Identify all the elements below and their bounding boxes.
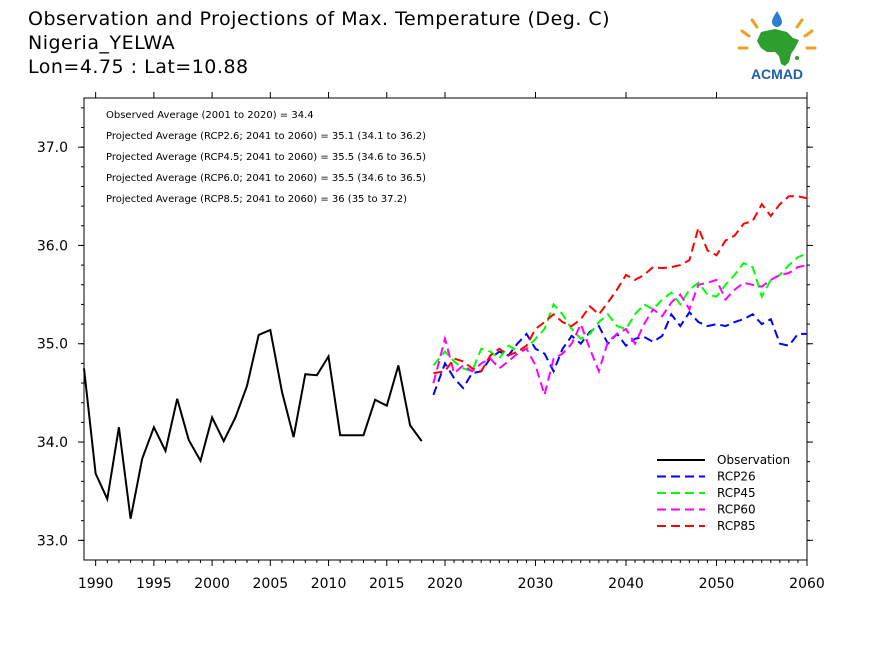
chart-annotation: Projected Average (RCP4.5; 2041 to 2060)… (106, 152, 426, 163)
legend-label: RCP26 (717, 470, 756, 484)
x-tick-label: 1995 (136, 576, 172, 592)
legend-label: RCP60 (717, 503, 756, 517)
logo-text: ACMAD (751, 66, 803, 82)
y-tick-label: 34.0 (37, 435, 68, 451)
y-tick-label: 36.0 (37, 238, 68, 254)
legend-label: RCP85 (717, 519, 756, 533)
x-tick-label: 2040 (608, 576, 644, 592)
series-line-rcp45 (432, 252, 808, 373)
chart-annotation: Projected Average (RCP2.6; 2041 to 2060)… (106, 131, 426, 142)
chart-annotations: Observed Average (2001 to 2020) = 34.4 Pr… (106, 110, 426, 205)
series-line-rcp85 (433, 195, 808, 375)
y-tick-label: 37.0 (37, 140, 68, 156)
series-line-observation (83, 328, 423, 519)
x-tick-label: 2050 (699, 576, 735, 592)
africa-map-logo-icon (737, 11, 817, 66)
x-tick-label: 1990 (78, 576, 114, 592)
x-tick-label: 2010 (311, 576, 347, 592)
x-tick-label: 2030 (518, 576, 554, 592)
legend-label: RCP45 (717, 486, 756, 500)
station-coordinates: Lon=4.75 : Lat=10.88 (28, 56, 249, 78)
plot-frame (83, 97, 808, 561)
x-tick-label: 2005 (253, 576, 289, 592)
x-tick-label: 2060 (789, 576, 825, 592)
acmad-logo: ACMAD (735, 8, 820, 86)
chart-annotation: Projected Average (RCP8.5; 2041 to 2060)… (106, 194, 407, 205)
station-name: Nigeria_YELWA (28, 32, 176, 54)
x-tick-label: 2015 (369, 576, 405, 592)
series-line-rcp26 (432, 310, 807, 396)
y-tick-label: 35.0 (37, 337, 68, 353)
x-tick-label: 2000 (194, 576, 230, 592)
chart-annotation: Observed Average (2001 to 2020) = 34.4 (106, 110, 314, 121)
chart-annotation: Projected Average (RCP6.0; 2041 to 2060)… (106, 173, 426, 184)
y-tick-label: 33.0 (37, 533, 68, 549)
chart-legend: Observation RCP26 RCP45 RCP60 RCP85 (657, 453, 790, 533)
chart-axes: 1990 1995 2000 2005 2010 2015 2020 2030 2040 2050… (37, 92, 825, 592)
x-tick-label: 2020 (427, 576, 463, 592)
legend-label: Observation (717, 453, 790, 467)
chart-lines (83, 195, 808, 519)
chart-title: Observation and Projections of Max. Temp… (28, 8, 611, 30)
